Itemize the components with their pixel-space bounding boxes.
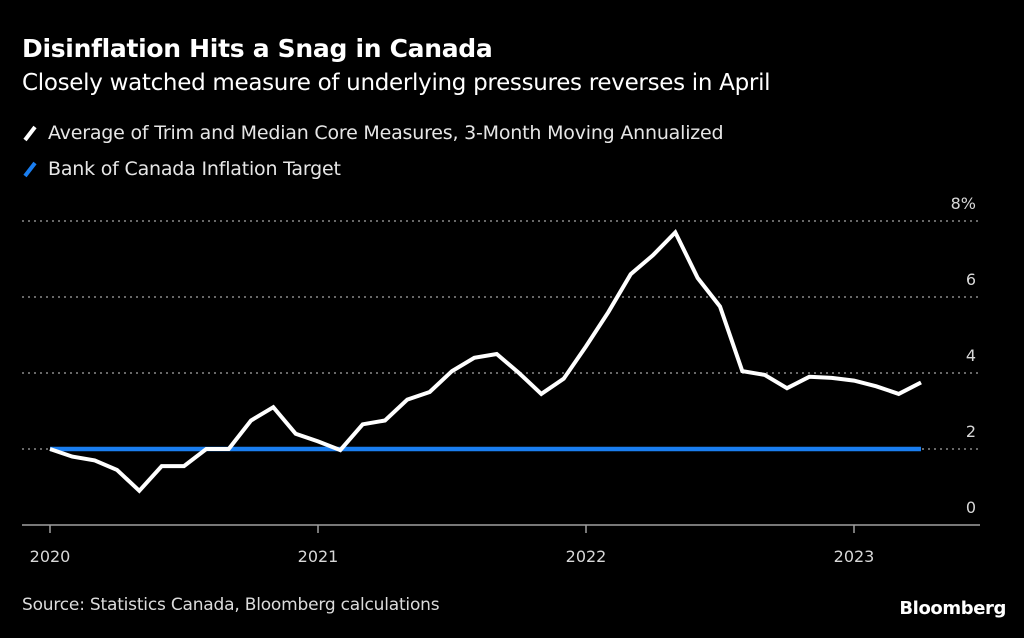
y-tick-label: 2 [966, 422, 976, 441]
bloomberg-logo: Bloomberg [899, 598, 1006, 619]
legend-swatch-white-icon [23, 125, 37, 142]
chart-title: Disinflation Hits a Snag in Canada [22, 34, 493, 63]
chart-subtitle: Closely watched measure of underlying pr… [22, 70, 771, 96]
legend-item-inflation-target: Bank of Canada Inflation Target [22, 158, 341, 180]
y-tick-label: 4 [966, 346, 976, 365]
x-axis: 2020 2021 2022 2023 [22, 524, 980, 566]
x-tick-label: 2023 [834, 547, 875, 566]
legend-item-core-measures: Average of Trim and Median Core Measures… [22, 122, 724, 144]
series-line-core-measures [49, 228, 922, 494]
y-tick-label: 0 [966, 498, 976, 517]
x-tick-label: 2021 [298, 547, 339, 566]
y-tick-label: 6 [966, 270, 976, 289]
x-tick-label: 2022 [566, 547, 607, 566]
legend-swatch-blue-icon [23, 161, 37, 178]
source-note: Source: Statistics Canada, Bloomberg cal… [22, 595, 440, 615]
y-tick-label: 8% [951, 194, 976, 213]
x-tick-label: 2020 [30, 547, 71, 566]
legend-label: Average of Trim and Median Core Measures… [48, 122, 724, 144]
legend-label: Bank of Canada Inflation Target [48, 158, 341, 180]
y-axis-ticks: 0 2 4 6 8% [951, 194, 976, 517]
gridlines [22, 220, 980, 450]
series-lines [49, 228, 922, 494]
